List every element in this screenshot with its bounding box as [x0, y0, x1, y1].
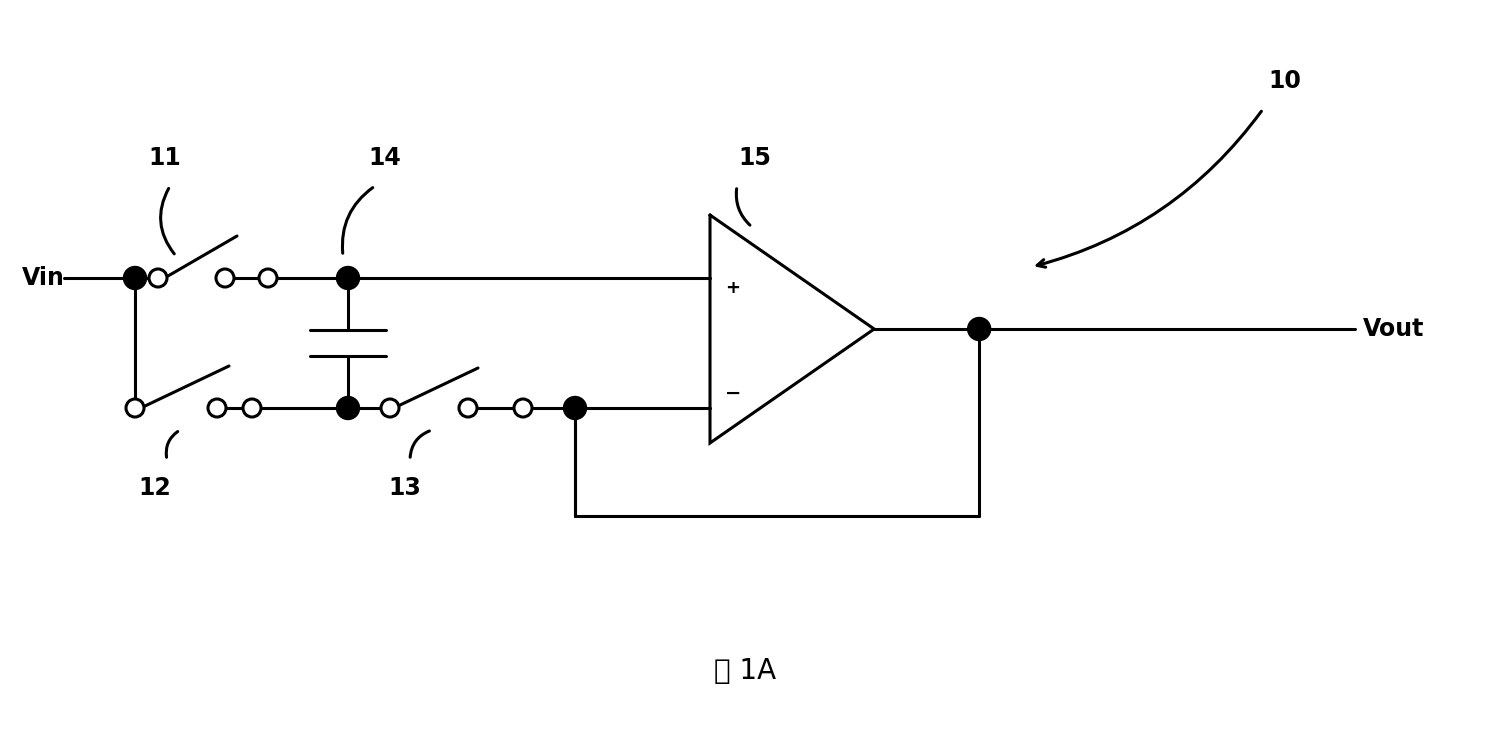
- Circle shape: [209, 399, 227, 417]
- Text: 图 1A: 图 1A: [714, 657, 775, 685]
- Circle shape: [337, 267, 359, 290]
- Circle shape: [243, 399, 261, 417]
- Circle shape: [968, 317, 990, 340]
- Circle shape: [259, 269, 277, 287]
- Circle shape: [127, 399, 145, 417]
- Text: 10: 10: [1269, 69, 1302, 93]
- Circle shape: [514, 399, 532, 417]
- Text: +: +: [725, 279, 740, 297]
- Text: 11: 11: [149, 146, 182, 170]
- Text: Vout: Vout: [1363, 317, 1424, 341]
- Text: 13: 13: [389, 476, 422, 500]
- Text: Vin: Vin: [22, 266, 66, 290]
- Text: 12: 12: [139, 476, 171, 500]
- Circle shape: [124, 267, 146, 290]
- Circle shape: [564, 397, 586, 420]
- Circle shape: [149, 269, 167, 287]
- Text: −: −: [725, 383, 741, 403]
- Text: 14: 14: [368, 146, 401, 170]
- Circle shape: [337, 397, 359, 420]
- Text: 15: 15: [738, 146, 771, 170]
- Circle shape: [382, 399, 400, 417]
- Circle shape: [216, 269, 234, 287]
- Circle shape: [459, 399, 477, 417]
